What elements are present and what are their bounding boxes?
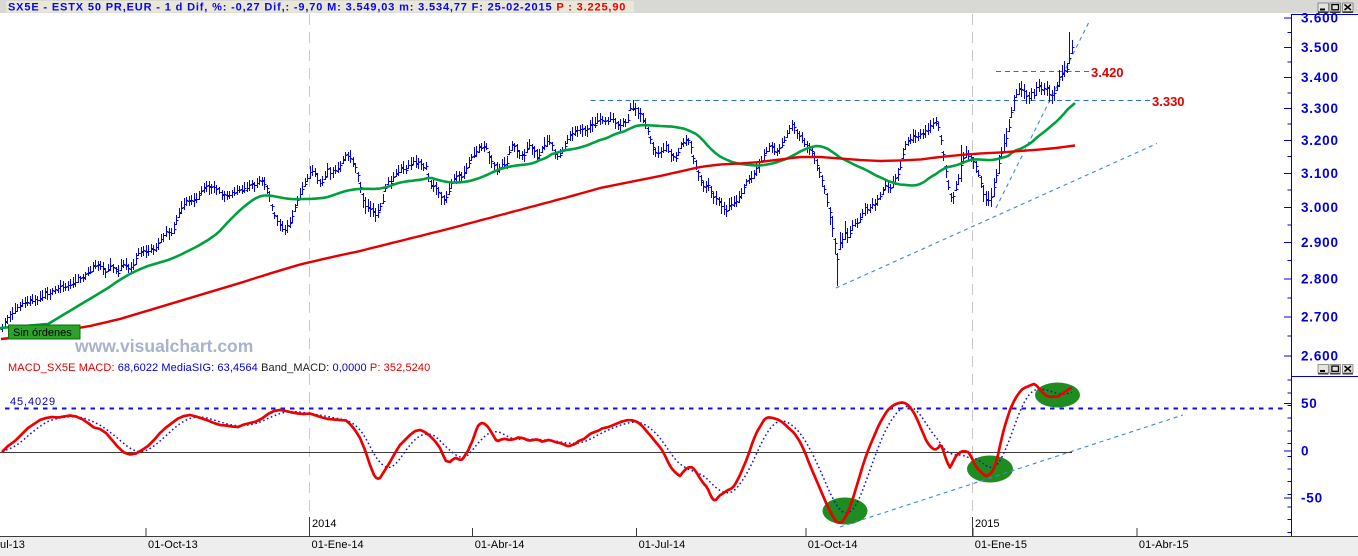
svg-text:3.000: 3.000 <box>1301 200 1339 215</box>
svg-text:MACD_SX5E MACD: 68,6022 MediaS: MACD_SX5E MACD: 68,6022 MediaSIG: 63,456… <box>8 362 430 374</box>
svg-text:3.300: 3.300 <box>1301 101 1339 116</box>
svg-text:www.visualchart.com: www.visualchart.com <box>74 336 253 356</box>
svg-text:01-Jul-14: 01-Jul-14 <box>639 539 686 551</box>
svg-text:50: 50 <box>1301 396 1318 411</box>
svg-text:01-Abr-14: 01-Abr-14 <box>475 539 525 551</box>
svg-text:3.600: 3.600 <box>1301 11 1339 26</box>
svg-text:2.600: 2.600 <box>1301 349 1339 364</box>
svg-text:2015: 2015 <box>975 518 999 530</box>
svg-text:0: 0 <box>1301 443 1309 458</box>
svg-text:01-Ene-15: 01-Ene-15 <box>975 539 1027 551</box>
svg-text:01-Abr-15: 01-Abr-15 <box>1139 539 1189 551</box>
svg-text:Sin órdenes: Sin órdenes <box>13 327 72 339</box>
svg-text:-50: -50 <box>1301 491 1323 506</box>
svg-text:45,4029: 45,4029 <box>10 396 56 408</box>
svg-text:SX5E - ESTX 50 PR,EUR - 1 d D: SX5E - ESTX 50 PR,EUR - 1 d Dif, %: -0,2… <box>8 2 626 14</box>
svg-text:01-Oct-13: 01-Oct-13 <box>148 539 198 551</box>
svg-text:3.200: 3.200 <box>1301 133 1339 148</box>
svg-text:ul-13: ul-13 <box>0 539 25 551</box>
svg-text:01-Ene-14: 01-Ene-14 <box>312 539 364 551</box>
svg-text:2.800: 2.800 <box>1301 272 1339 287</box>
svg-text:2014: 2014 <box>312 518 336 530</box>
svg-text:2.900: 2.900 <box>1301 235 1339 250</box>
svg-text:3.420: 3.420 <box>1091 65 1124 80</box>
svg-text:3.330: 3.330 <box>1152 94 1185 109</box>
svg-text:2.700: 2.700 <box>1301 309 1339 324</box>
svg-text:3.500: 3.500 <box>1301 40 1339 55</box>
svg-text:3.100: 3.100 <box>1301 166 1339 181</box>
svg-text:01-Oct-14: 01-Oct-14 <box>808 539 858 551</box>
svg-text:3.400: 3.400 <box>1301 70 1339 85</box>
